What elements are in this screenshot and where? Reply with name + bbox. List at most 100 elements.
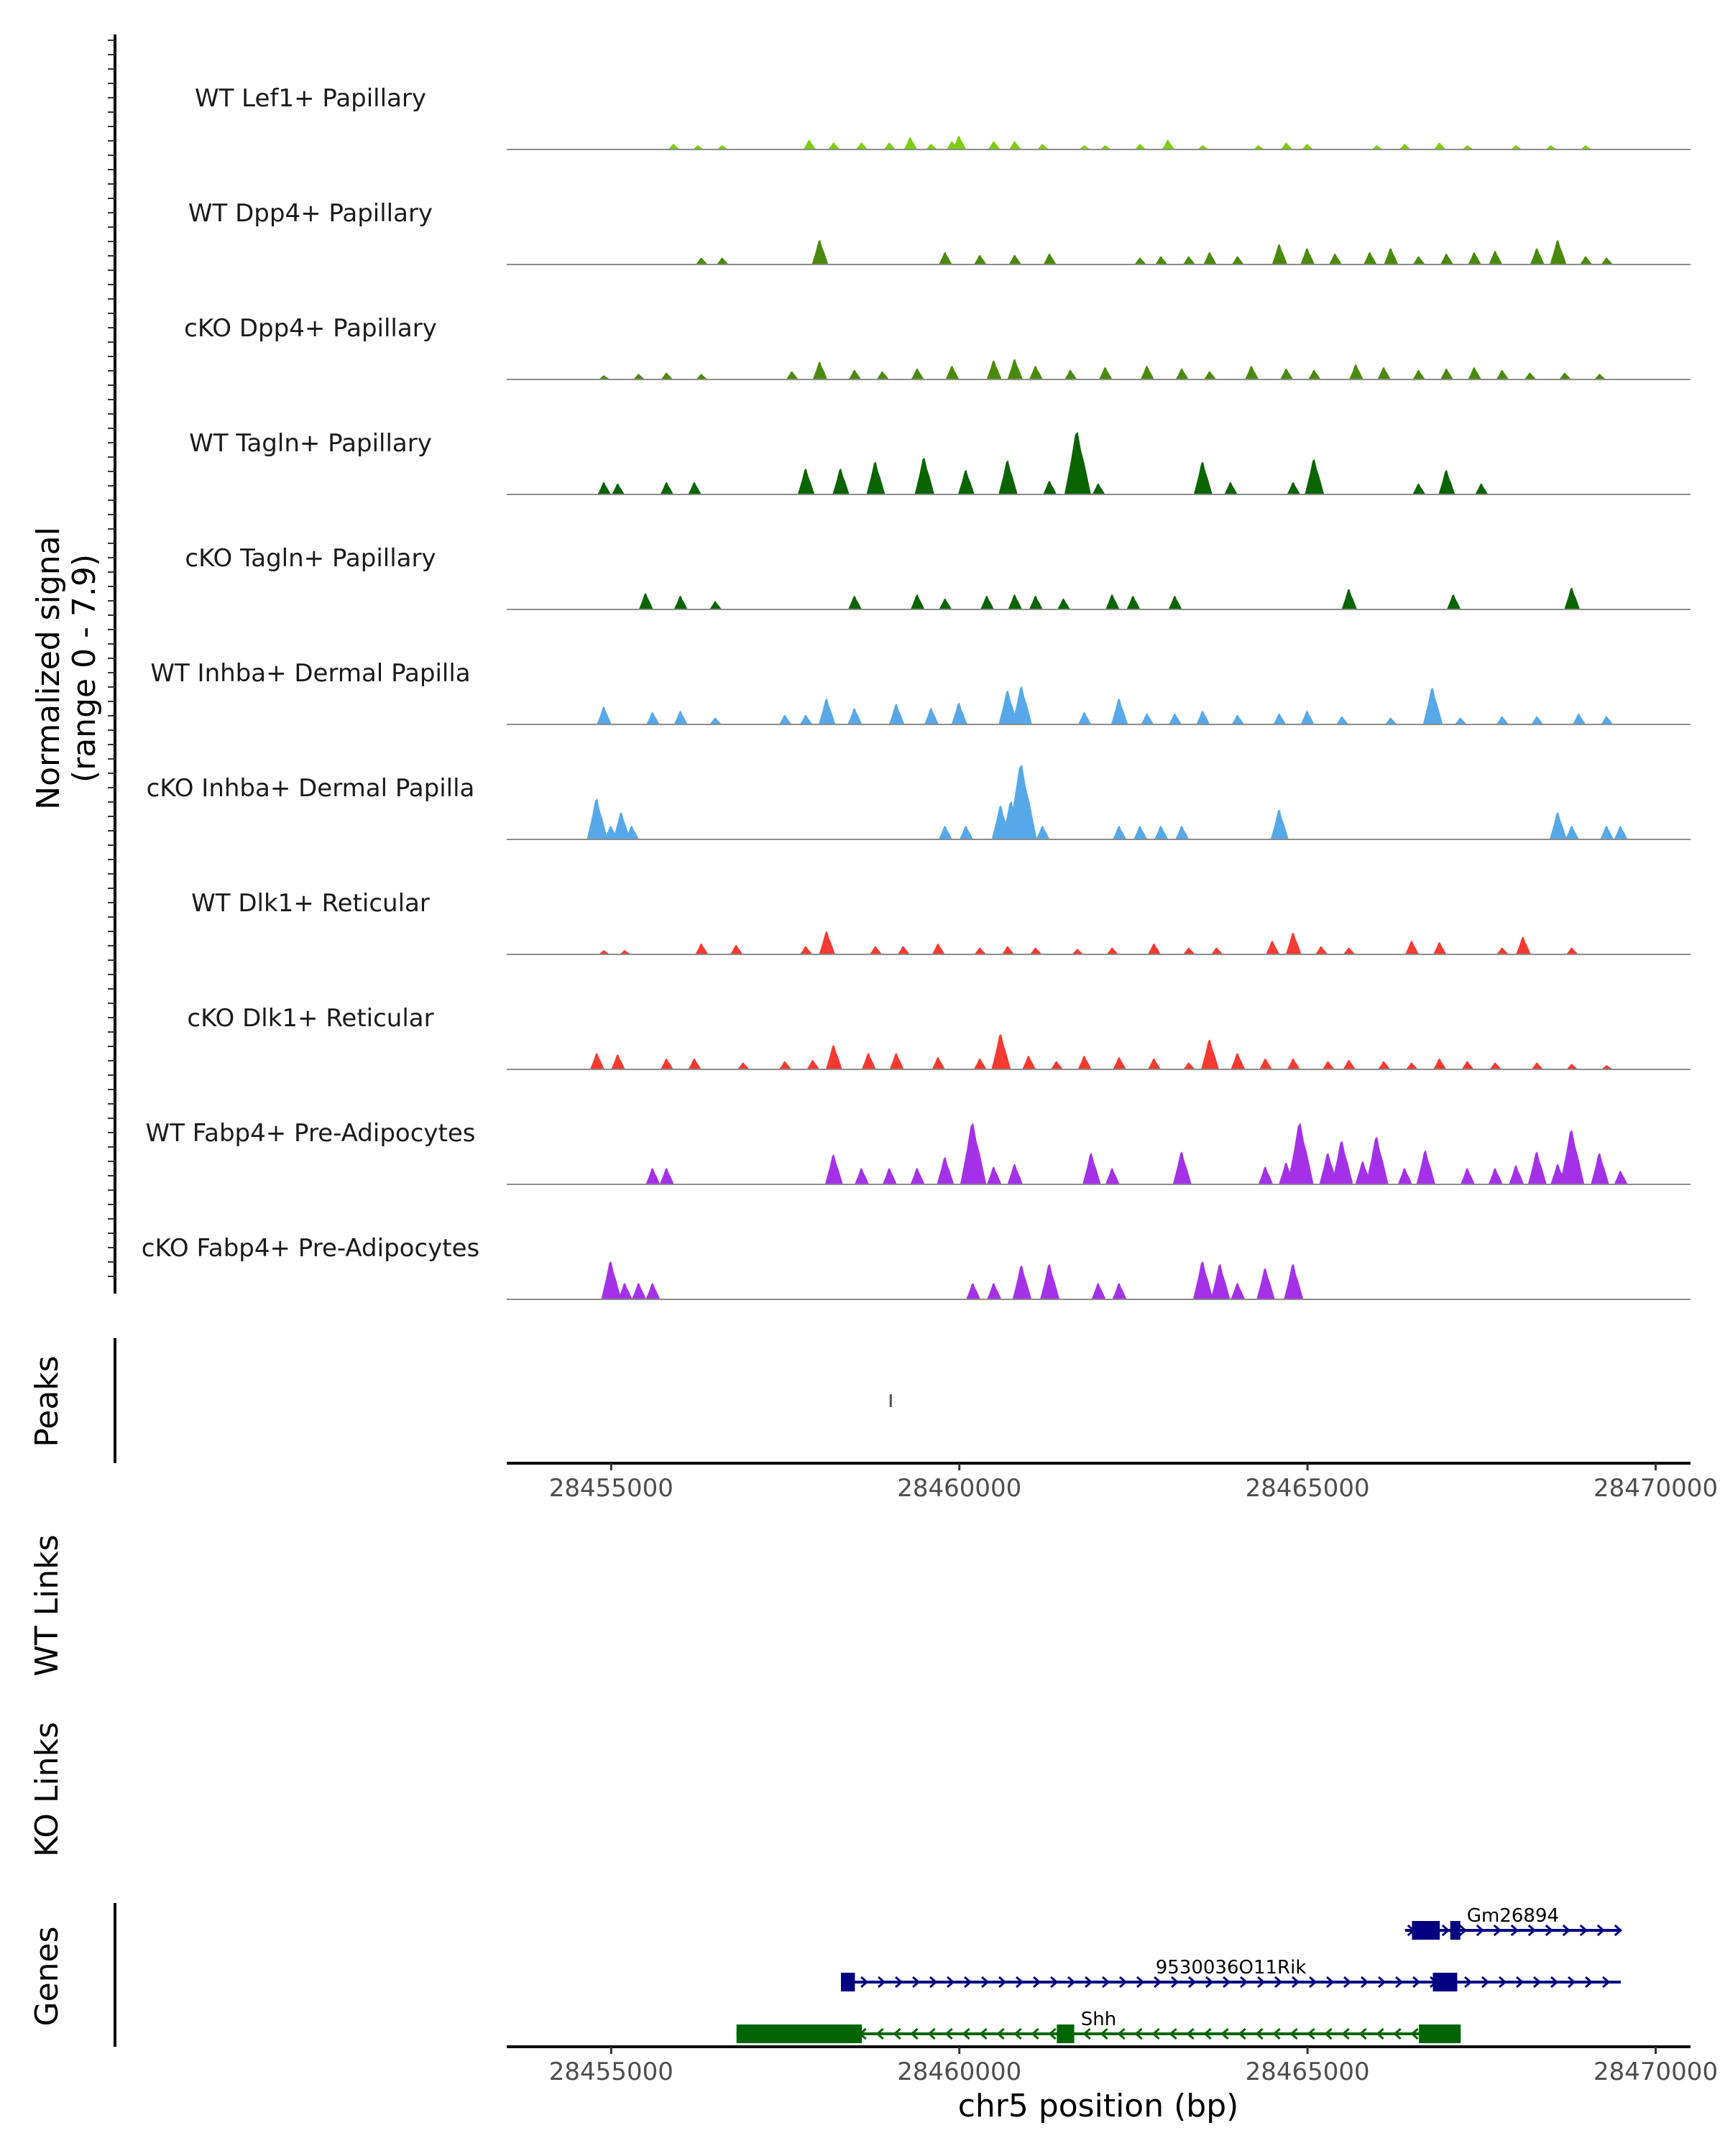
coverage-peak bbox=[1172, 1151, 1192, 1184]
track-label: cKO Tagln+ Papillary bbox=[185, 544, 436, 573]
coverage-peak bbox=[619, 950, 631, 954]
coverage-peak bbox=[1196, 711, 1210, 724]
coverage-tracks: WT Lef1+ Papillary WT Dpp4+ Papillary cKO … bbox=[142, 84, 1690, 1300]
x-tick-label: 28455000 bbox=[549, 2058, 673, 2086]
coverage-peak bbox=[1197, 145, 1209, 149]
strand-arrow bbox=[1510, 1924, 1519, 1937]
strand-arrow bbox=[912, 1976, 921, 1989]
coverage-peak bbox=[645, 1168, 661, 1184]
strand-arrow bbox=[1274, 1976, 1283, 1989]
coverage-peak bbox=[1082, 1153, 1101, 1184]
coverage-peak bbox=[938, 826, 952, 839]
coverage-peak bbox=[673, 596, 688, 609]
strand-arrow bbox=[1516, 1976, 1524, 1989]
coverage-peak bbox=[586, 798, 608, 839]
coverage-peak bbox=[1343, 947, 1356, 954]
coverage-peak bbox=[1057, 598, 1071, 609]
gene-model: 9530036O11Rik bbox=[841, 1957, 1622, 1991]
coverage-peak bbox=[1343, 1059, 1356, 1069]
coverage-peak bbox=[1273, 713, 1287, 724]
track-label: WT Tagln+ Papillary bbox=[189, 429, 432, 458]
coverage-peak bbox=[1377, 367, 1391, 379]
coverage-peak bbox=[660, 482, 674, 494]
coverage-peak bbox=[612, 812, 630, 839]
strand-arrow bbox=[910, 2027, 919, 2040]
coverage-peak bbox=[1270, 809, 1289, 839]
coverage-peak bbox=[980, 596, 994, 609]
track-label: WT Lef1+ Papillary bbox=[195, 84, 426, 113]
ko-links-title: KO Links bbox=[29, 1722, 65, 1857]
coverage-peak bbox=[986, 1166, 1002, 1184]
strand-arrow bbox=[1602, 1976, 1611, 1989]
strand-arrow bbox=[979, 2027, 988, 2040]
coverage-peak bbox=[1100, 145, 1111, 149]
coverage-peak bbox=[973, 1058, 987, 1069]
strand-arrow bbox=[1395, 1976, 1404, 1989]
strand-arrow bbox=[1464, 1976, 1473, 1989]
coverage-peak bbox=[1064, 369, 1077, 379]
coverage-peak bbox=[866, 461, 886, 494]
strand-arrow bbox=[1102, 1976, 1110, 1989]
strand-arrow bbox=[998, 1976, 1007, 1989]
coverage-peak bbox=[1040, 1263, 1060, 1299]
coverage-peak bbox=[1614, 826, 1628, 839]
x-tick-label: 28460000 bbox=[897, 2058, 1021, 2086]
coverage-peak bbox=[1259, 1058, 1273, 1069]
coverage-peak bbox=[645, 1283, 661, 1299]
coverage-peak bbox=[855, 142, 868, 149]
coverage-peak bbox=[1029, 596, 1043, 609]
coverage-peak bbox=[910, 1168, 925, 1184]
genes-x-ticks: 28455000 28460000 28465000 28470000 bbox=[549, 2047, 1718, 2086]
coverage-peak bbox=[824, 1154, 843, 1184]
coverage-peak bbox=[1404, 941, 1419, 954]
coverage-peak bbox=[1412, 369, 1425, 379]
gene-model: Shh bbox=[736, 2009, 1461, 2043]
coverage-peak bbox=[825, 1044, 842, 1069]
strand-arrow bbox=[875, 2027, 884, 2040]
coverage-peak bbox=[819, 931, 835, 954]
strand-arrow bbox=[996, 2027, 1005, 2040]
coverage-peak bbox=[903, 137, 918, 149]
coverage-peak bbox=[1433, 142, 1446, 149]
strand-arrow bbox=[1493, 1924, 1502, 1937]
coverage-peak bbox=[876, 371, 889, 379]
coverage-track: WT Dlk1+ Reticular bbox=[191, 889, 1690, 955]
coverage-peak bbox=[646, 711, 660, 724]
coverage-peak bbox=[1384, 248, 1399, 264]
coverage-peak bbox=[1256, 1268, 1275, 1299]
strand-arrow bbox=[1220, 2027, 1229, 2040]
coverage-peak bbox=[1271, 244, 1288, 264]
coverage-peak bbox=[1489, 1062, 1501, 1069]
strand-arrow bbox=[1169, 2027, 1177, 2040]
coverage-peak bbox=[737, 1062, 750, 1069]
coverage-peak bbox=[1496, 716, 1509, 724]
strand-arrow bbox=[893, 2027, 901, 2040]
strand-arrow bbox=[1289, 2027, 1298, 2040]
coverage-peak bbox=[888, 704, 905, 724]
coverage-peak bbox=[1008, 254, 1021, 264]
coverage-peak bbox=[883, 142, 896, 149]
coverage-peak bbox=[1591, 1153, 1609, 1184]
gene-exon bbox=[841, 1973, 855, 1991]
coverage-peak bbox=[1110, 698, 1128, 724]
coverage-peak bbox=[597, 482, 611, 494]
coverage-peak bbox=[939, 252, 952, 264]
coverage-peak bbox=[991, 1033, 1011, 1069]
coverage-peak bbox=[1008, 594, 1022, 609]
strand-arrow bbox=[895, 1976, 903, 1989]
coverage-peak bbox=[1030, 947, 1042, 954]
coverage-peak bbox=[688, 1058, 702, 1069]
coverage-peak bbox=[1460, 1168, 1475, 1184]
strand-arrow bbox=[1568, 1976, 1576, 1989]
strand-arrow bbox=[1136, 1976, 1145, 1989]
coverage-peak bbox=[1531, 716, 1544, 724]
strand-arrow bbox=[1031, 2027, 1039, 2040]
strand-arrow bbox=[1499, 1976, 1507, 1989]
x-tick-label: 28465000 bbox=[1246, 2058, 1370, 2086]
coverage-peak bbox=[1175, 368, 1189, 379]
coverage-peak bbox=[1315, 946, 1328, 954]
strand-arrow bbox=[929, 1976, 938, 1989]
coverage-peak bbox=[1412, 256, 1425, 264]
strand-arrow bbox=[1545, 1924, 1554, 1937]
